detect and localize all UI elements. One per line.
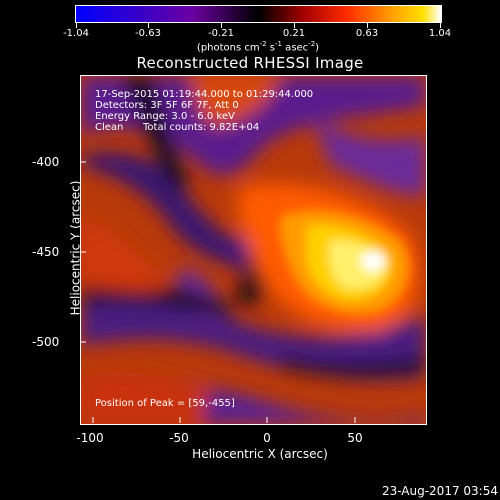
colorbar-tick-label: 1.04 — [428, 28, 452, 39]
footer-date: 23-Aug-2017 03:54 — [381, 484, 498, 498]
x-tick-label: 50 — [347, 431, 363, 445]
colorbar-tick — [367, 23, 368, 28]
y-axis-label: Heliocentric Y (arcsec) — [68, 180, 83, 316]
colorbar-tick-label: -0.63 — [135, 28, 161, 39]
colorbar-tick-label: -0.21 — [208, 28, 234, 39]
colorbar-units: (photons cm-2 s-1 asec-2) — [196, 40, 320, 54]
x-tick-label: 0 — [263, 431, 271, 445]
total-counts-annotation: Total counts: 9.82E+04 — [143, 122, 260, 133]
colorbar-tick-label: 0.63 — [355, 28, 379, 39]
colorbar-tick — [76, 23, 77, 28]
x-axis-label: Heliocentric X (arcsec) — [192, 447, 328, 461]
x-tick-label: -100 — [76, 431, 104, 445]
colorbar-tick — [221, 23, 222, 28]
time-range-annotation: 17-Sep-2015 01:19:44.000 to 01:29:44.000 — [95, 89, 314, 100]
image-title: Reconstructed RHESSI Image — [136, 54, 364, 72]
colorbar-tick-label: 0.21 — [282, 28, 306, 39]
rhessi-image: 17-Sep-2015 01:19:44.000 to 01:29:44.000… — [80, 75, 427, 425]
detectors-annotation: Detectors: 3F 5F 6F 7F, Att 0 — [95, 100, 239, 111]
colorbar-tick-label: -1.04 — [63, 28, 89, 39]
y-tick-label: -450 — [32, 245, 60, 259]
rhessi-heatmap — [81, 76, 426, 424]
colorbar — [75, 5, 442, 28]
y-tick-label: -400 — [32, 155, 60, 169]
y-tick-label: -500 — [32, 335, 60, 349]
colorbar-tick — [294, 23, 295, 28]
method-annotation: Clean — [95, 122, 124, 133]
energy-range-annotation: Energy Range: 3.0 - 6.0 keV — [95, 111, 235, 122]
colorbar-tick — [440, 23, 441, 28]
colorbar-tick — [148, 23, 149, 28]
x-tick-label: -50 — [169, 431, 189, 445]
peak-position-annotation: Position of Peak = [59,-455] — [95, 398, 235, 409]
